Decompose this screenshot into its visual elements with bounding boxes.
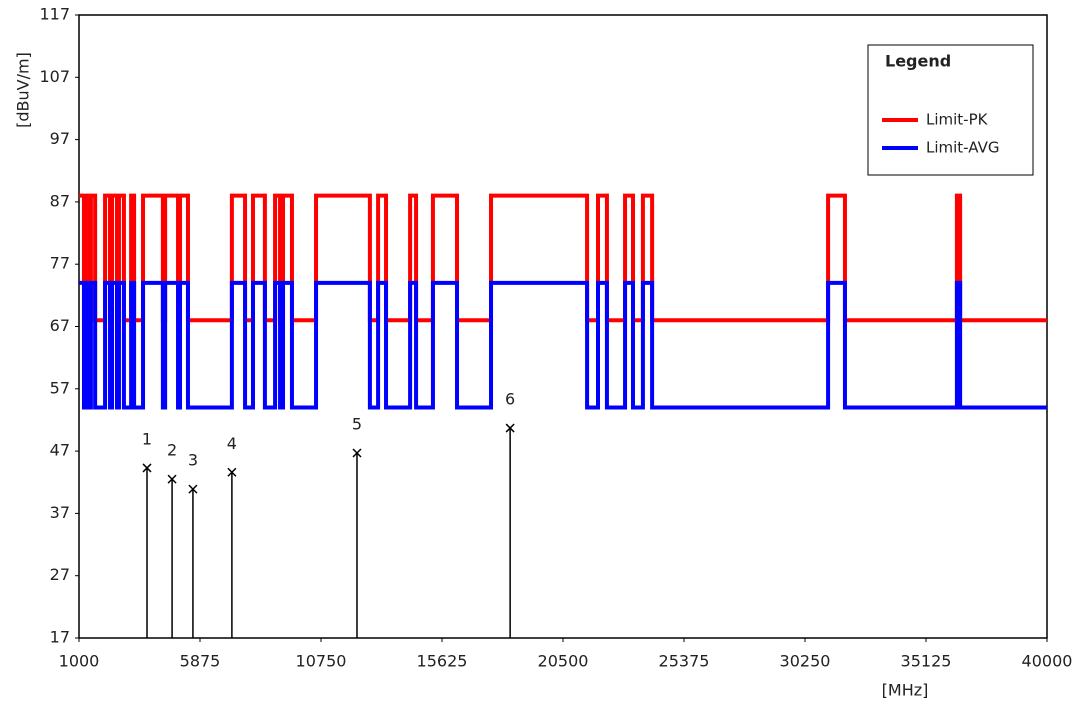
marker-cross [227,467,237,477]
y-tick-label: 57 [50,378,70,397]
y-tick-label: 87 [50,191,70,210]
y-tick-label: 77 [50,254,70,273]
x-tick-label: 25375 [659,652,710,671]
x-tick-label: 20500 [538,652,589,671]
y-tick-label: 67 [50,316,70,335]
y-tick-label: 37 [50,503,70,522]
marker-label: 6 [505,390,515,409]
legend-box [867,44,1034,176]
marker-cross [167,474,177,484]
marker-cross [188,484,198,494]
legend-label: Limit-PK [926,111,989,129]
legend-title: Legend [885,52,951,71]
limit-line [79,280,1047,410]
y-tick-label: 107 [39,67,70,86]
x-axis-label: [MHz] [882,681,929,700]
marker-label: 4 [227,434,237,453]
y-tick-label: 97 [50,129,70,148]
marker-label: 3 [188,451,198,470]
y-tick-label: 27 [50,565,70,584]
x-tick-label: 30250 [780,652,831,671]
marker-label: 2 [167,441,177,460]
marker-cross [505,423,515,433]
x-tick-label: 35125 [901,652,952,671]
x-tick-label: 1000 [59,652,100,671]
y-tick-label: 47 [50,441,70,460]
marker-cross [352,448,362,458]
legend-label: Limit-AVG [926,139,999,157]
y-axis-label: [dBuV/m] [14,52,33,128]
x-tick-label: 10750 [296,652,347,671]
marker-label: 1 [142,429,152,448]
y-tick-label: 17 [50,628,70,647]
x-tick-label: 15625 [417,652,468,671]
marker-cross [142,463,152,473]
x-tick-label: 40000 [1022,652,1073,671]
x-tick-label: 5875 [180,652,221,671]
plot-content [79,193,1047,410]
y-tick-label: 117 [39,5,70,24]
marker-label: 5 [352,414,362,433]
